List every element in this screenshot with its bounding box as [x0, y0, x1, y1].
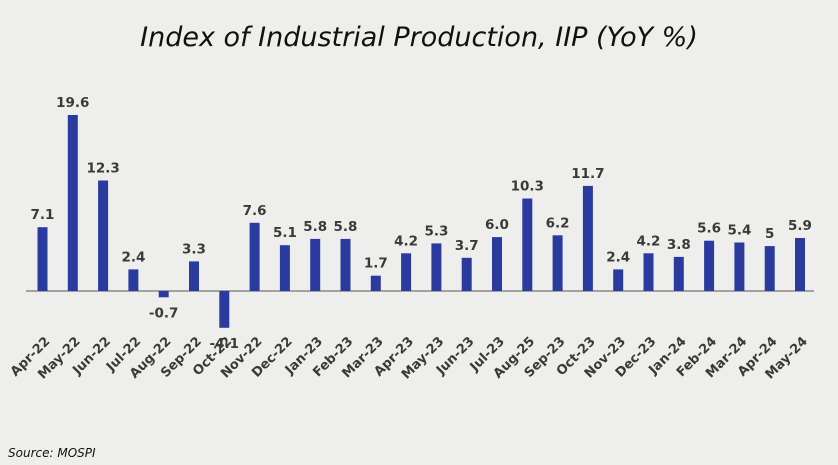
value-label-dec-23: 4.2 — [637, 233, 661, 249]
bar-nov-22 — [249, 222, 260, 291]
bar-sep-22 — [189, 261, 199, 291]
value-label-sep-22: 3.3 — [182, 241, 206, 257]
value-label-apr-22: 7.1 — [31, 207, 55, 223]
value-labels-group: 7.1 19.6 12.3 2.4 -0.7 3.3 -4.1 7.6 5.1 5.8 5.8 1.7… — [31, 95, 812, 352]
bar-may-23 — [431, 243, 442, 291]
value-label-may-22: 19.6 — [56, 95, 89, 111]
value-label-dec-22: 5.1 — [273, 225, 297, 241]
value-label-jul-22: 2.4 — [121, 249, 145, 265]
value-label-mar-23: 1.7 — [364, 256, 388, 272]
bar-feb-24 — [704, 240, 715, 291]
value-label-nov-23: 2.4 — [606, 249, 630, 265]
source-note: Source: MOSPI — [8, 446, 96, 460]
value-label-feb-24: 5.6 — [697, 221, 721, 237]
value-label-jan-24: 3.8 — [667, 237, 691, 253]
tick-labels-group: Apr-22May-22Jun-22Jul-22Aug-22Sep-22Oct-… — [8, 334, 811, 382]
value-label-mar-24: 5.4 — [727, 223, 751, 239]
value-label-jun-22: 12.3 — [86, 161, 119, 177]
bar-aug-25 — [522, 198, 533, 291]
bar-may-24 — [795, 238, 805, 291]
value-label-jul-23: 6.0 — [485, 217, 509, 233]
bar-apr-24 — [764, 246, 775, 291]
bar-aug-22 — [158, 291, 169, 298]
value-label-oct-23: 11.7 — [571, 166, 604, 182]
value-label-may-24: 5.9 — [788, 218, 812, 234]
bar-jan-23 — [310, 238, 321, 291]
bar-jul-22 — [128, 269, 139, 291]
bar-dec-23 — [643, 253, 654, 291]
chart-title: Index of Industrial Production, IIP (YoY… — [140, 22, 698, 53]
value-label-jan-23: 5.8 — [303, 219, 327, 235]
bars-group — [37, 115, 805, 328]
bar-mar-24 — [734, 242, 745, 291]
bar-sep-23 — [552, 235, 563, 291]
bar-jan-24 — [673, 256, 684, 291]
bar-apr-23 — [401, 253, 412, 291]
bar-oct-23 — [582, 185, 593, 291]
bar-apr-22 — [37, 227, 48, 291]
bar-dec-22 — [279, 245, 290, 291]
value-label-apr-23: 4.2 — [394, 233, 418, 249]
bar-oct-22 — [219, 291, 230, 328]
value-label-nov-22: 7.6 — [243, 203, 267, 219]
value-label-feb-23: 5.8 — [334, 219, 358, 235]
bar-may-22 — [67, 115, 78, 291]
value-label-aug-25: 10.3 — [511, 179, 544, 195]
value-label-aug-22: -0.7 — [149, 305, 179, 321]
value-label-may-23: 5.3 — [424, 223, 448, 239]
value-label-apr-24: 5 — [765, 226, 774, 242]
value-label-sep-23: 6.2 — [546, 215, 570, 231]
bar-jun-22 — [98, 180, 109, 291]
bar-jun-23 — [461, 257, 472, 291]
value-label-oct-22: -4.1 — [210, 336, 240, 352]
bar-jul-23 — [492, 237, 502, 291]
value-label-jun-23: 3.7 — [455, 238, 479, 254]
bar-feb-23 — [340, 238, 351, 291]
bar-mar-23 — [370, 275, 381, 291]
bar-nov-23 — [613, 269, 624, 291]
